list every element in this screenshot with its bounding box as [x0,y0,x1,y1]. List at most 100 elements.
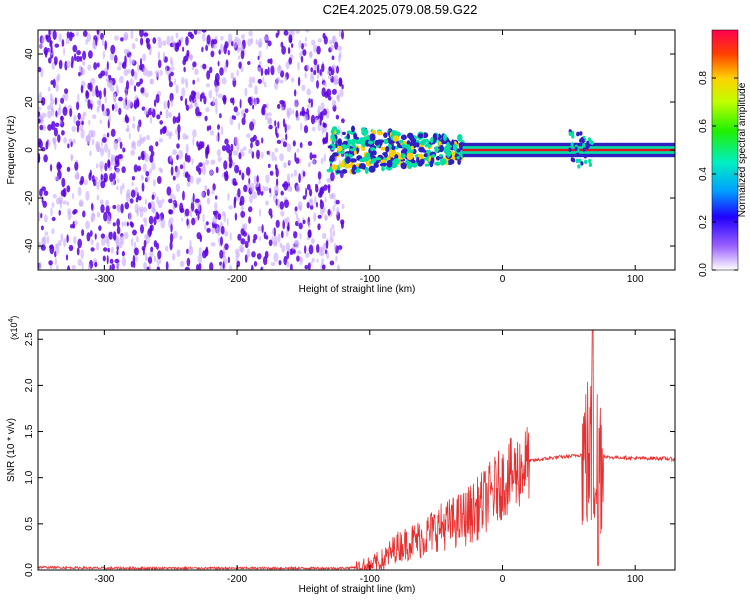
noise-cell [39,188,43,197]
noise-cell [212,216,218,225]
band-cell [364,166,369,175]
noise-cell [263,256,268,266]
noise-cell [82,30,88,37]
band-cell [388,149,395,158]
noise-cell [172,175,176,181]
xtick-label: 0 [500,274,506,285]
noise-cell [41,97,46,106]
noise-cell [52,30,57,40]
noise-cell [310,114,316,125]
noise-cell [88,263,91,270]
noise-cell [340,130,343,138]
noise-cell [210,159,216,165]
noise-cell [240,44,244,52]
band-cell [438,141,442,146]
band-cell [381,165,385,172]
band-cell [407,162,414,167]
noise-cell [263,81,267,88]
noise-cell [140,37,144,46]
noise-cell [285,133,288,141]
band-cell [341,144,348,150]
noise-cell [335,255,338,262]
noise-cell [219,249,224,259]
noise-cell [181,77,185,85]
noise-cell [267,163,271,168]
noise-cell [49,244,54,249]
noise-cell [51,228,55,235]
noise-cell [285,61,290,70]
noise-cell [86,32,91,43]
noise-cell [90,103,93,110]
noise-cell [152,37,157,44]
noise-cell [88,119,91,126]
noise-cell [58,209,61,216]
noise-cell [126,188,131,199]
noise-cell [314,117,318,123]
noise-cell [255,39,258,45]
noise-cell [185,36,189,46]
noise-cell [99,119,102,124]
band-cell [580,137,584,142]
band-cell [391,130,398,136]
noise-cell [277,121,280,129]
noise-cell [269,58,273,65]
noise-cell [161,126,167,135]
noise-cell [175,128,178,135]
noise-cell [141,246,146,251]
noise-cell [144,92,149,98]
noise-cell [121,250,125,257]
noise-cell [227,256,230,264]
noise-cell [317,109,321,115]
noise-cell [108,231,113,240]
noise-cell [202,213,205,223]
noise-cell [56,75,59,84]
noise-cell [279,153,284,162]
noise-cell [146,38,149,49]
noise-cell [206,144,210,154]
noise-cell [245,166,251,176]
noise-cell [54,97,58,106]
noise-cell [145,234,150,244]
noise-cell [116,250,119,256]
noise-cell [280,106,285,111]
noise-cell [42,124,46,132]
noise-cell [97,146,102,153]
band-cell [579,131,583,136]
noise-cell [260,151,264,159]
noise-cell [244,241,249,249]
noise-cell [116,185,119,191]
noise-cell [286,261,290,268]
noise-cell [288,159,292,165]
band-cell [331,164,338,171]
noise-cell [150,246,154,253]
snr-frame [37,329,676,571]
colorbar-gradient [711,29,739,271]
band-cell [580,161,584,166]
noise-cell [260,191,264,196]
noise-cell [202,161,206,169]
noise-cell [90,212,96,222]
noise-cell [202,250,207,259]
noise-cell [77,112,81,120]
noise-cell [268,239,273,247]
noise-cell [110,153,114,164]
noise-cell [310,67,314,73]
noise-cell [240,148,244,154]
noise-cell [298,40,302,49]
noise-cell [321,232,327,239]
noise-cell [232,181,238,186]
band-cell [389,140,395,145]
noise-cell [267,40,272,47]
noise-cell [205,221,209,226]
noise-cell [336,65,339,74]
noise-cell [251,264,254,270]
noise-cell [279,79,284,84]
band-cell [410,145,414,150]
noise-cell [38,261,42,270]
noise-cell [194,198,200,203]
noise-cell [83,179,88,186]
noise-cell [103,172,108,183]
noise-cell [277,233,281,243]
noise-cell [286,107,289,118]
band-cell [434,146,439,154]
